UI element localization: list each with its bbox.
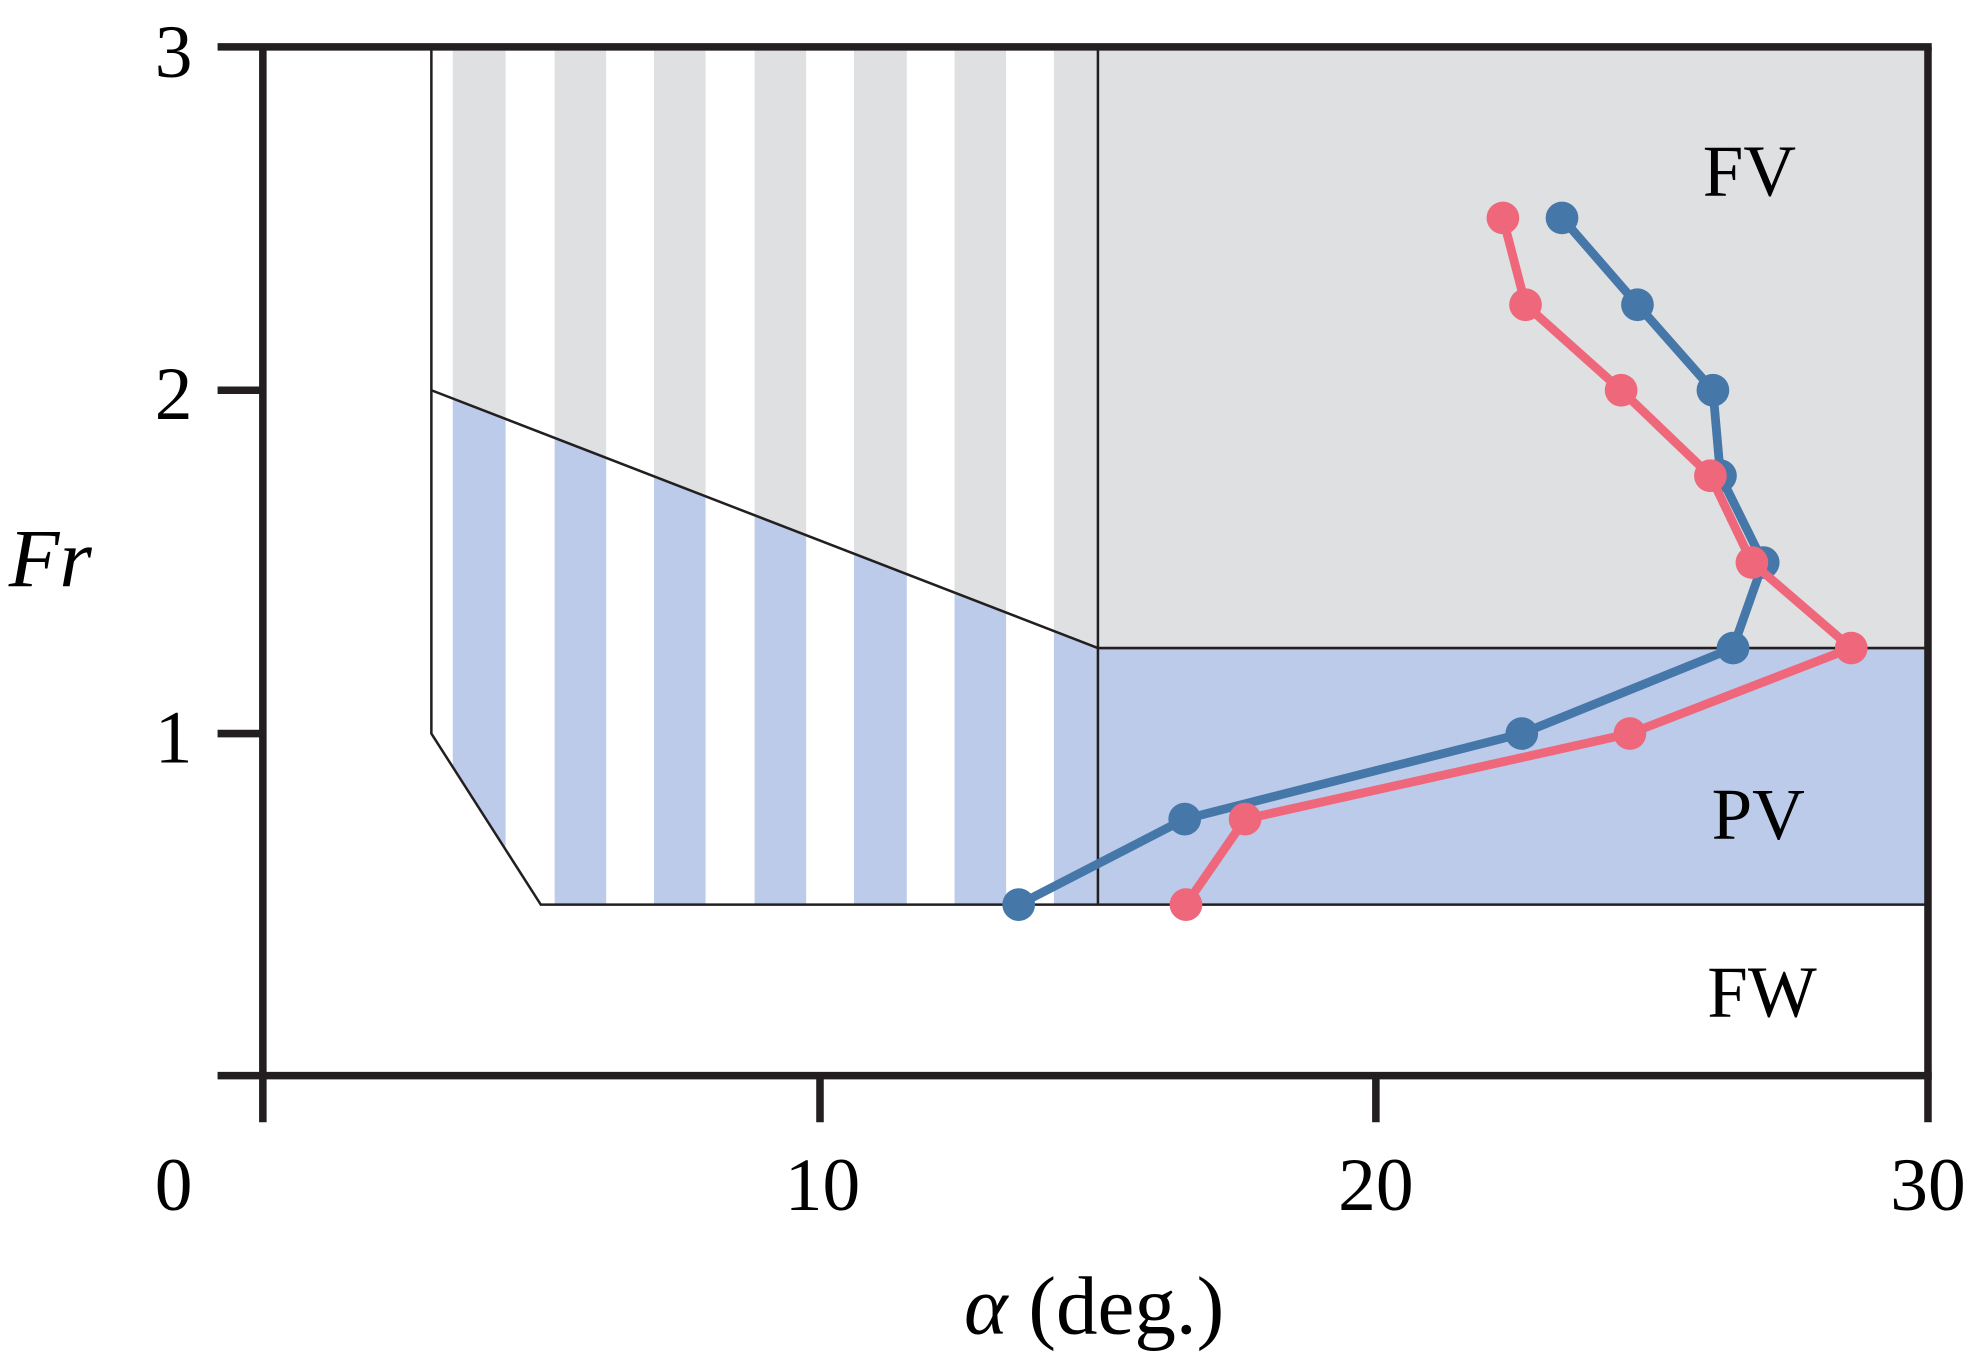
x-tick-10: 10 <box>785 1144 860 1227</box>
x-axis-symbol: α <box>964 1259 1009 1351</box>
x-tick-0: 0 <box>155 1144 193 1227</box>
region-label-pv: PV <box>1712 774 1805 855</box>
y-axis-title: Fr <box>8 512 93 604</box>
axes-frame <box>217 43 1932 1123</box>
pv-region <box>1097 648 1928 905</box>
x-axis-title: α (deg.) <box>964 1259 1224 1351</box>
region-boundaries <box>430 46 1928 906</box>
region-label-fw: FW <box>1707 952 1817 1033</box>
y-tick-3: 3 <box>155 11 193 94</box>
y-tick-1: 1 <box>155 697 193 780</box>
striped-zone <box>452 46 1098 905</box>
x-tick-30: 30 <box>1890 1144 1965 1227</box>
y-tick-2: 2 <box>155 353 193 436</box>
x-axis-unit: (deg.) <box>1008 1259 1225 1351</box>
region-label-fv: FV <box>1703 130 1796 211</box>
fv-region <box>1097 46 1928 649</box>
pink-series <box>1169 201 1868 921</box>
x-tick-20: 20 <box>1338 1144 1413 1227</box>
